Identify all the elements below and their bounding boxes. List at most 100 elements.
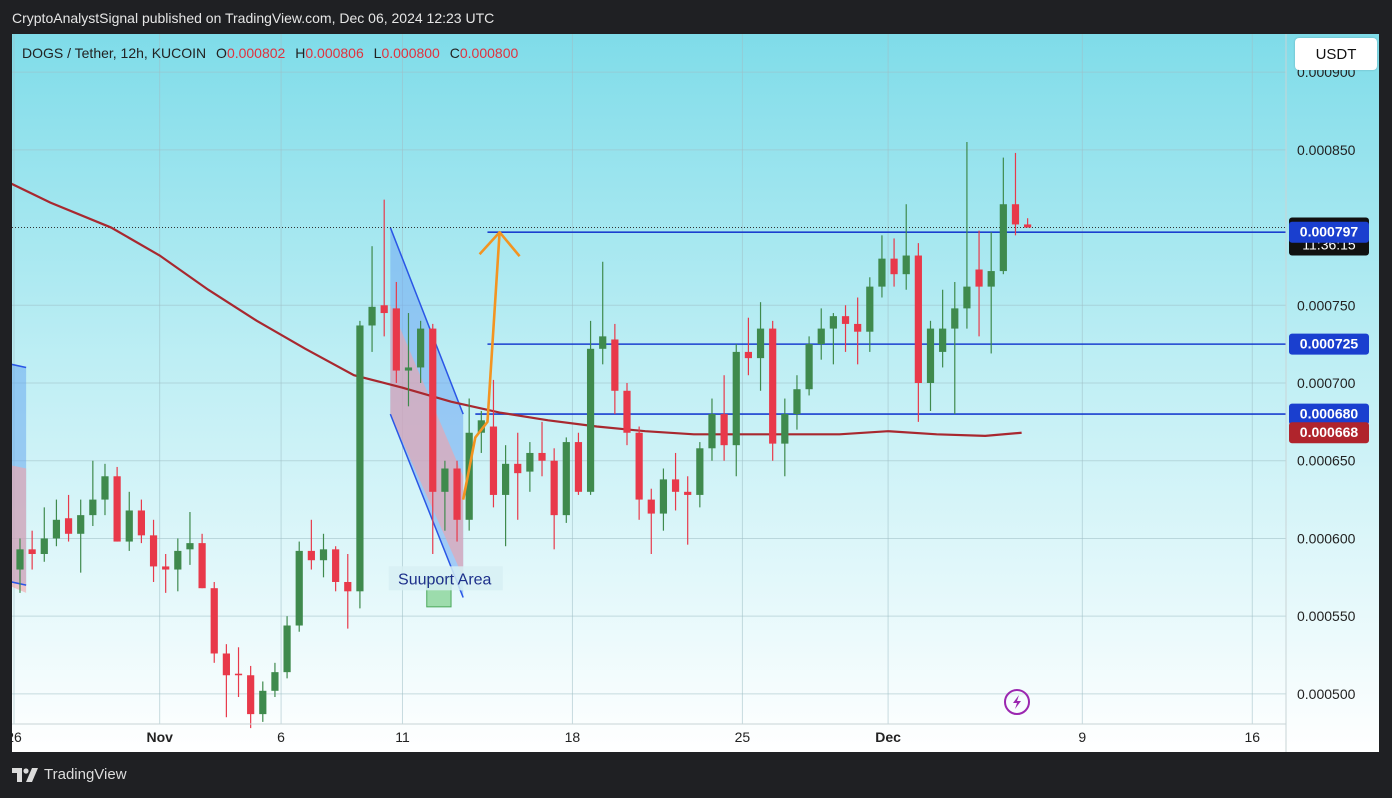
candle: [295, 541, 303, 632]
candle-body: [562, 442, 570, 516]
footer-brand[interactable]: TradingView: [12, 766, 127, 783]
candle: [599, 261, 607, 365]
candle: [647, 488, 655, 554]
currency-button[interactable]: USDT: [1295, 38, 1377, 70]
candle-body: [902, 255, 910, 275]
candle-body: [28, 549, 36, 554]
candle-body: [429, 328, 437, 492]
candle: [356, 320, 364, 609]
candle-body: [149, 535, 158, 567]
candle-body: [417, 328, 425, 368]
high-value: 0.000806: [305, 45, 364, 61]
x-tick-label: 16: [1244, 729, 1260, 745]
candle: [392, 281, 400, 383]
candle-body: [999, 204, 1007, 272]
candle-body: [963, 286, 971, 309]
candle-body: [174, 550, 182, 570]
candle: [307, 519, 315, 570]
candle: [550, 448, 558, 550]
candle-body: [951, 308, 959, 329]
x-tick-label: 11: [395, 729, 410, 745]
candle-body: [586, 348, 595, 492]
candle: [793, 375, 801, 430]
y-tick-label: 0.000600: [1297, 530, 1356, 546]
candle-body: [939, 328, 947, 352]
candle: [40, 507, 48, 562]
symbol-legend: DOGS / Tether, 12h, KUCOIN O0.000802 H0.…: [22, 45, 518, 61]
candle-body: [332, 549, 340, 582]
candle: [16, 538, 24, 593]
candle-body: [781, 414, 789, 444]
candlestick-chart[interactable]: Suuport Area 0.0009000.0008500.0007500.0…: [12, 34, 1379, 752]
y-tick-label: 0.000500: [1297, 686, 1356, 702]
candle-body: [987, 271, 995, 287]
candle: [162, 554, 170, 593]
candle-body: [162, 566, 170, 570]
lightning-icon[interactable]: [1004, 689, 1030, 715]
candle-body: [720, 414, 728, 446]
y-tick-label: 0.000850: [1297, 142, 1356, 158]
candle-body: [125, 510, 133, 542]
candle-body: [659, 479, 668, 514]
candle-body: [489, 426, 498, 495]
candle: [562, 437, 570, 523]
candle-body: [89, 499, 97, 516]
x-tick-label: 25: [735, 729, 751, 745]
open-label: O: [216, 45, 227, 61]
candle: [64, 494, 73, 542]
candle-body: [40, 538, 48, 554]
candle-body: [16, 549, 24, 570]
candle: [259, 681, 267, 722]
candle-body: [234, 673, 243, 676]
low-value: 0.000800: [381, 45, 440, 61]
candle: [817, 308, 825, 360]
chart-background: [12, 34, 1379, 752]
candle: [781, 398, 789, 477]
y-tick-label: 0.000750: [1297, 297, 1356, 313]
candle: [829, 313, 837, 365]
candle-body: [186, 543, 194, 550]
candle-body: [101, 476, 109, 500]
candle-body: [477, 420, 485, 433]
chart-area[interactable]: Suuport Area 0.000900 0.000850 0.000750 0.0…: [12, 34, 1379, 752]
candle-body: [926, 328, 935, 383]
candle: [89, 460, 97, 527]
candle: [210, 581, 218, 663]
candle-body: [441, 468, 449, 492]
candle-body: [222, 653, 230, 676]
candle-body: [599, 336, 607, 349]
candle: [514, 432, 522, 520]
candle: [708, 398, 716, 461]
candle-body: [817, 328, 825, 345]
support-label-bg: [388, 566, 503, 591]
moving-average-line: [12, 182, 1022, 437]
price-tag-value: 0.000725: [1300, 336, 1359, 352]
candle-body: [502, 463, 510, 495]
candle-body: [841, 316, 850, 324]
candle-body: [756, 328, 765, 359]
x-tick-label: Nov: [146, 729, 173, 745]
candle: [841, 305, 850, 352]
candle: [635, 426, 643, 520]
candle-body: [526, 452, 534, 472]
candle-body: [283, 625, 291, 673]
candle: [696, 442, 704, 508]
breakout-arrow: [461, 232, 501, 500]
candle-body: [77, 515, 85, 534]
candle-body: [64, 518, 73, 534]
y-tick-label: 0.000700: [1297, 375, 1356, 391]
candle: [198, 533, 206, 589]
x-tick-label: 26: [12, 729, 22, 745]
x-tick-label: 18: [565, 729, 581, 745]
footer-brand-text: TradingView: [44, 766, 127, 783]
price-tag-value: 0.000797: [1300, 224, 1359, 240]
candle-body: [732, 351, 740, 446]
axes-layer: 0.0009000.0008500.0007500.0007000.000650…: [12, 34, 1356, 752]
grid-lines: [12, 34, 1286, 724]
candle-body: [198, 543, 206, 589]
candle: [283, 616, 291, 679]
candle: [1024, 218, 1032, 228]
candle: [939, 289, 947, 368]
candle: [380, 199, 388, 337]
candle: [271, 662, 279, 698]
